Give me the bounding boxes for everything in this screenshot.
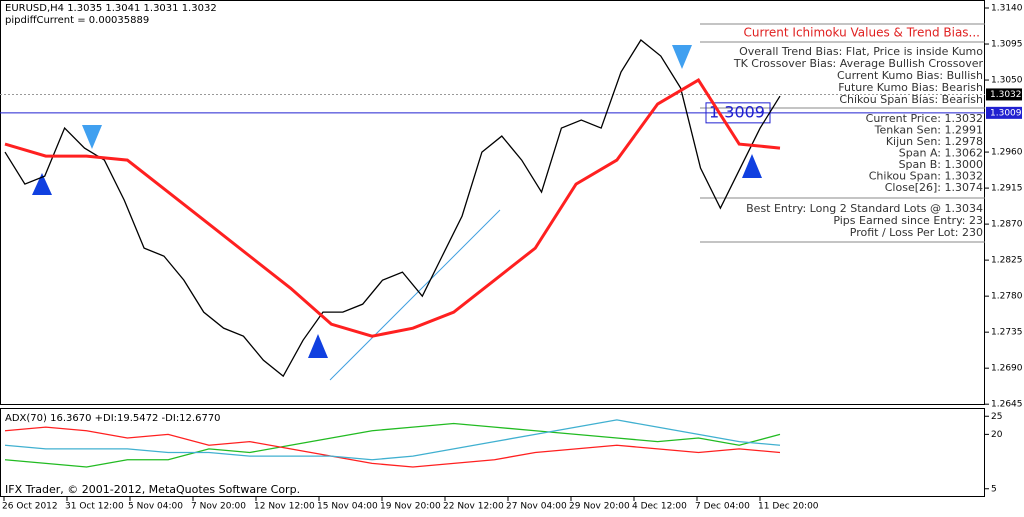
- close-line: [4, 39, 781, 378]
- x-tick-label: 7 Nov 20:00: [191, 502, 246, 512]
- y-tick-label: 1.3050: [991, 76, 1023, 86]
- bias-line: Chikou Span Bias: Bearish: [839, 93, 983, 106]
- adx-line: [4, 422, 781, 468]
- x-tick-label: 12 Nov 12:00: [254, 502, 315, 512]
- adx-tick-label: 25: [991, 412, 1002, 422]
- adx-tick-label: 5: [991, 484, 997, 494]
- symbol-header: EURUSD,H4 1.3035 1.3041 1.3031 1.3032: [5, 3, 217, 14]
- x-tick-label: 31 Oct 12:00: [65, 502, 124, 512]
- level-box: [986, 106, 1022, 119]
- x-tick-label: 11 Dec 20:00: [758, 502, 819, 512]
- bias-line: Future Kumo Bias: Bearish: [838, 81, 983, 94]
- value-line: Tenkan Sen: 1.2991: [874, 124, 983, 137]
- y-tick-label: 1.2735: [991, 328, 1023, 338]
- y-tick-label: 1.2870: [991, 220, 1023, 230]
- x-tick-label: 4 Dec 12:00: [632, 502, 687, 512]
- level-axis-label: 1.3009: [990, 108, 1022, 118]
- value-line: Chikou Span: 1.3032: [869, 170, 983, 183]
- y-tick-label: 1.2645: [991, 400, 1023, 410]
- footer: IFX Trader, © 2001-2012, MetaQuotes Soft…: [5, 483, 300, 496]
- x-tick-label: 29 Nov 20:00: [569, 502, 630, 512]
- x-tick-label: 5 Nov 04:00: [128, 502, 183, 512]
- x-tick-label: 19 Nov 20:00: [380, 502, 441, 512]
- x-tick-label: 26 Oct 2012: [2, 502, 58, 512]
- y-tick-label: 1.3140: [991, 4, 1023, 14]
- value-line: Kijun Sen: 1.2978: [886, 135, 983, 148]
- x-tick-label: 15 Nov 04:00: [317, 502, 378, 512]
- adx-line: [4, 419, 781, 461]
- bias-line: TK Crossover Bias: Average Bullish Cross…: [733, 57, 984, 70]
- bias-line: Current Kumo Bias: Bullish: [837, 69, 983, 82]
- info-title: Current Ichimoku Values & Trend Bias...: [744, 26, 980, 40]
- pipdiff: pipdiffCurrent = 0.00035889: [5, 15, 149, 26]
- entry-line: Best Entry: Long 2 Standard Lots @ 1.303…: [746, 202, 983, 215]
- y-tick-label: 1.2960: [991, 148, 1023, 158]
- adx-label: ADX(70) 16.3670 +DI:19.5472 -DI:12.6770: [5, 413, 221, 424]
- trend-line: [329, 209, 501, 381]
- adx-tick-label: 20: [991, 430, 1003, 440]
- entry-line: Pips Earned since Entry: 23: [833, 214, 983, 227]
- entry-line: Profit / Loss Per Lot: 230: [850, 226, 983, 239]
- x-tick-label: 27 Nov 04:00: [506, 502, 567, 512]
- y-tick-label: 1.2825: [991, 256, 1023, 266]
- y-tick-label: 1.2780: [991, 292, 1023, 302]
- info-panel: Overall Trend Bias: Flat, Price is insid…: [733, 45, 984, 239]
- adx-line: [4, 426, 781, 468]
- value-line: Close[26]: 1.3074: [885, 181, 983, 194]
- value-line: Current Price: 1.3032: [866, 112, 983, 125]
- value-line: Span A: 1.3062: [899, 147, 983, 160]
- adx-frame: [0, 408, 985, 497]
- price-frame: [0, 0, 985, 405]
- current-price-box: [986, 88, 1022, 101]
- x-tick-label: 7 Dec 04:00: [695, 502, 750, 512]
- y-tick-label: 1.2915: [991, 184, 1023, 194]
- current-price-label: 1.3032: [990, 90, 1022, 100]
- value-line: Span B: 1.3000: [899, 158, 983, 171]
- kijun-line: [4, 78, 781, 338]
- bias-line: Overall Trend Bias: Flat, Price is insid…: [739, 45, 983, 58]
- x-tick-label: 22 Nov 12:00: [443, 502, 504, 512]
- y-tick-label: 1.2690: [991, 364, 1023, 374]
- y-tick-label: 1.3095: [991, 40, 1023, 50]
